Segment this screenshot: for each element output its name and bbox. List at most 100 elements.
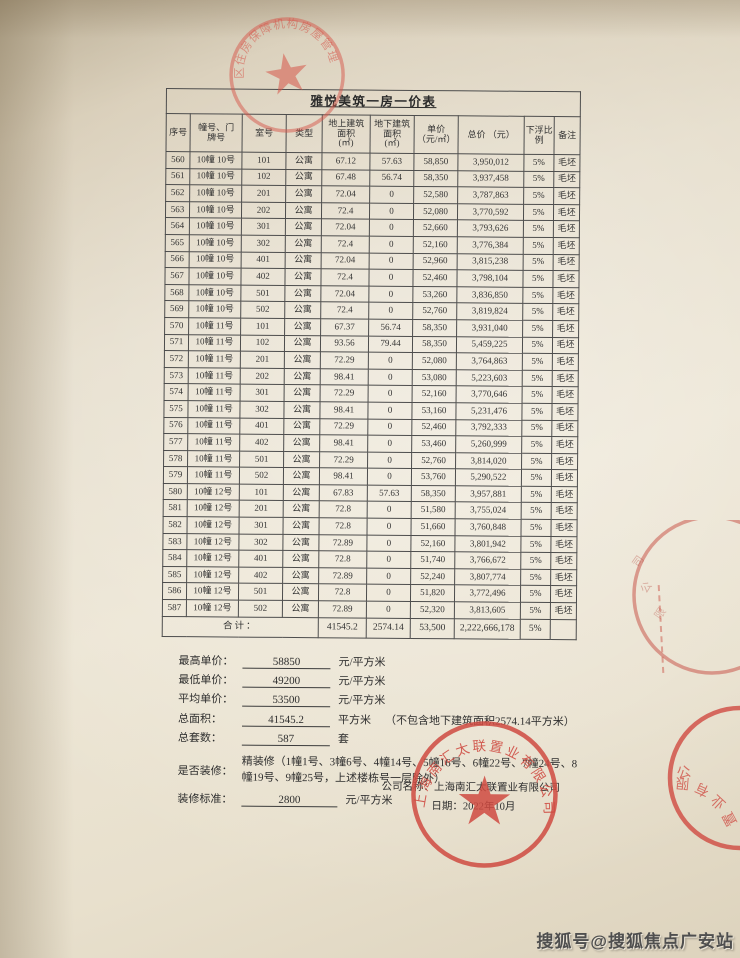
table-cell: 58,850 [413,153,458,171]
table-cell: 5% [521,486,552,504]
table-cell: 101 [241,152,286,170]
table-cell: 毛坯 [553,187,580,205]
summary-label: 总套数： [177,731,222,745]
date-value: 2022年10月 [462,801,516,813]
column-header: 单价 （元/㎡） [413,115,459,154]
table-cell: 毛坯 [550,602,577,620]
table-cell: 0 [369,202,414,220]
table-cell: 0 [366,551,411,569]
table-cell: 公寓 [284,351,321,369]
table-cell: 52,960 [413,253,458,270]
table-cell: 公寓 [283,417,320,435]
table-cell: 58,350 [413,170,458,187]
table-cell: 58,350 [412,319,457,337]
summary-line: 平均单价： 53500 元/平方米 [178,690,582,709]
total-cell: 53,500 [410,618,455,639]
summary-line: 最高单价： 58850 元/平方米 [178,652,582,671]
table-cell: 毛坯 [553,237,580,255]
table-cell: 72.29 [319,451,368,469]
table-cell: 10幢 11号 [187,417,240,435]
table-cell: 公寓 [283,500,320,518]
summary-note: （不包含地下建筑面积2574.14平方米） [384,714,575,728]
table-cell: 72.29 [320,351,369,369]
table-cell: 201 [240,351,285,369]
table-cell: 572 [164,350,189,368]
table-cell: 52,660 [413,219,458,237]
table-cell: 583 [162,533,188,550]
table-cell: 5% [523,187,554,205]
table-cell: 501 [240,284,285,302]
table-cell: 52,160 [412,385,457,403]
table-cell: 0 [369,186,414,204]
table-cell: 201 [239,500,284,518]
table-cell: 10幢 11号 [188,383,241,401]
table-cell: 公寓 [285,252,322,269]
table-cell: 3,772,496 [454,585,521,603]
table-cell: 3,787,863 [457,186,524,205]
table-cell: 575 [163,400,189,418]
table-cell: 5% [521,502,552,520]
table-cell: 72.8 [318,550,367,568]
table-cell: 毛坯 [550,536,578,553]
summary-label: 平均单价： [178,693,234,706]
table-cell: 0 [367,468,412,486]
table-cell: 3,815,238 [457,253,524,271]
table-cell: 0 [366,567,411,585]
column-header: 备注 [553,116,581,155]
table-cell: 公寓 [284,301,321,319]
summary-line: 总面积： 41545.2 平方米 （不包含地下建筑面积2574.14平方米） [178,710,582,729]
watermark: 搜狐号@搜狐焦点广安站 [536,932,734,951]
table-cell: 毛坯 [550,569,577,587]
table-cell: 5% [522,303,553,321]
table-cell: 3,770,646 [456,386,523,404]
table-cell: 10幢 10号 [189,234,242,252]
company-line: 公司名称：上海南汇太联置业有限公司 [381,779,560,795]
column-header: 下浮比 例 [523,116,555,155]
table-cell: 72.04 [321,219,370,237]
table-cell: 3,950,012 [457,153,524,171]
table-cell: 5% [520,535,551,553]
table-cell: 301 [241,218,286,236]
table-cell: 56.74 [368,319,413,336]
table-cell: 0 [368,368,413,386]
table-cell: 5% [523,220,554,238]
table-cell: 毛坯 [551,436,578,454]
table-cell: 5% [522,353,553,371]
total-cell: 5% [520,618,551,640]
table-cell: 5% [523,204,554,221]
table-cell: 10幢 12号 [187,500,240,518]
table-cell: 毛坯 [550,519,578,537]
table-cell: 10幢 11号 [188,367,241,385]
table-cell: 67.37 [320,318,369,336]
table-cell: 公寓 [282,534,319,551]
table-cell: 72.04 [321,252,370,270]
table-cell: 562 [165,184,190,202]
total-cell: 2574.14 [366,617,411,639]
table-cell: 3,801,942 [454,535,521,553]
company-label: 公司名称： [381,781,435,794]
table-cell: 10幢 10号 [189,168,242,186]
table-cell: 58,350 [412,335,457,353]
table-cell: 52,580 [413,186,458,204]
table-title-row: 雅悦美筑一房一价表 [166,88,581,117]
table-cell: 52,080 [413,203,458,221]
total-cell: 41545.2 [318,617,367,638]
total-cell [550,619,577,640]
summary-value: 53500 [242,693,331,708]
table-cell: 563 [165,201,190,219]
company-value: 上海南汇太联置业有限公司 [433,782,561,795]
table-cell: 0 [366,534,411,552]
table-cell: 公寓 [282,600,319,618]
table-cell: 72.04 [321,185,370,203]
table-cell: 0 [366,584,411,602]
table-cell: 10幢 10号 [189,218,242,236]
table-cell: 72.29 [320,385,369,403]
table-cell: 5% [520,602,551,620]
table-cell: 51,740 [410,551,455,569]
summary-value: 58850 [242,655,331,670]
table-cell: 公寓 [285,218,322,236]
table-cell: 公寓 [285,185,322,203]
table-cell: 570 [164,317,189,335]
table-cell: 52,460 [411,418,456,436]
